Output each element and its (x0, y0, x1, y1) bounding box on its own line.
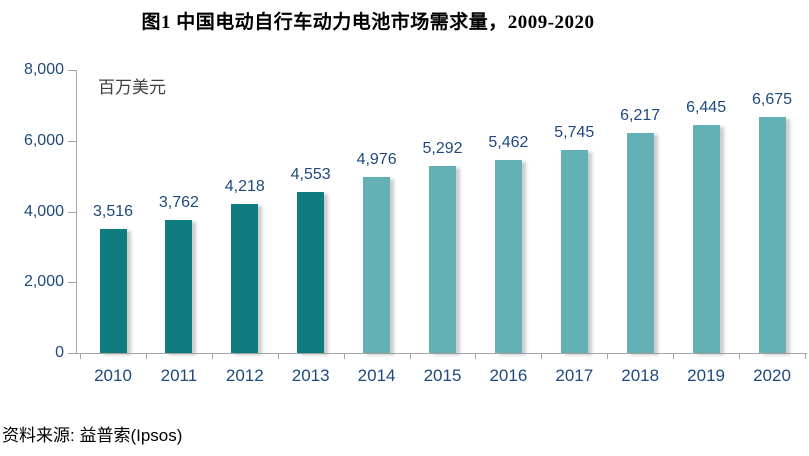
chart-title: 图1 中国电动自行车动力电池市场需求量，2009-2020 (141, 12, 595, 33)
y-axis-line (76, 70, 77, 353)
y-axis-unit-label: 百万美元 (98, 78, 166, 97)
bar-2014 (363, 177, 391, 353)
x-category-label-2016: 2016 (489, 366, 528, 385)
y-tick-label: 4,000 (23, 202, 64, 220)
x-category-label-2012: 2012 (225, 366, 264, 385)
bar-value-label-2011: 3,762 (158, 193, 199, 211)
bar-2011 (165, 219, 193, 353)
x-tick-mark (541, 353, 543, 359)
x-tick-mark (475, 353, 477, 359)
x-category-label-2017: 2017 (555, 366, 594, 385)
x-tick-mark (804, 353, 806, 359)
x-category-label-2020: 2020 (753, 366, 791, 385)
y-tick-label: 8,000 (23, 61, 64, 78)
bar-value-label-2017: 5,745 (554, 123, 595, 141)
bar-value-label-2010: 3,516 (92, 202, 134, 220)
bar-2013 (297, 191, 325, 353)
bar-2010 (99, 228, 127, 353)
y-tick-label: 0 (55, 344, 64, 361)
x-category-label-2014: 2014 (357, 366, 396, 385)
x-tick-mark (409, 353, 411, 359)
bar-2017 (560, 149, 588, 353)
bar-value-label-2015: 5,292 (422, 139, 463, 157)
bar-value-label-2019: 6,445 (686, 99, 727, 117)
x-tick-mark (80, 353, 81, 359)
bar-value-label-2014: 4,976 (356, 150, 397, 168)
y-tick-mark (68, 353, 76, 354)
y-tick-mark (68, 211, 76, 213)
x-tick-mark (607, 353, 609, 359)
bar-2019 (692, 125, 720, 353)
bar-value-label-2018: 6,217 (620, 107, 661, 125)
plot-area: 百万美元 0 2,000 4,000 6,000 8,000 3,516 2010 3,762… (24, 62, 807, 385)
x-tick-mark (739, 353, 740, 359)
bar-value-label-2020: 6,675 (751, 90, 793, 108)
x-category-label-2015: 2015 (423, 366, 462, 385)
x-tick-mark (277, 353, 279, 359)
x-category-label-2018: 2018 (621, 366, 660, 385)
x-category-label-2019: 2019 (687, 366, 725, 385)
bar-2016 (494, 159, 522, 353)
x-tick-mark (145, 353, 147, 359)
bar-value-label-2016: 5,462 (488, 133, 529, 151)
bar-2020 (758, 116, 786, 353)
y-tick-label: 6,000 (23, 131, 64, 149)
y-tick-mark (68, 282, 76, 284)
y-tick-mark (68, 70, 76, 71)
x-category-label-2011: 2011 (160, 366, 198, 385)
x-tick-mark (673, 353, 675, 359)
bar-value-label-2013: 4,553 (290, 165, 331, 183)
x-tick-mark (211, 353, 213, 359)
x-category-label-2010: 2010 (94, 366, 132, 385)
x-axis-line (76, 353, 807, 354)
x-tick-mark (343, 353, 345, 359)
bar-2012 (231, 203, 259, 353)
bar-2015 (429, 165, 456, 353)
y-tick-label: 2,000 (23, 273, 64, 291)
bar-value-label-2012: 4,218 (224, 177, 265, 195)
y-tick-mark (68, 140, 76, 142)
source-note: 资料来源: 益普索(Ipsos) (2, 426, 183, 445)
x-category-label-2013: 2013 (291, 366, 330, 385)
bar-2018 (626, 133, 654, 353)
